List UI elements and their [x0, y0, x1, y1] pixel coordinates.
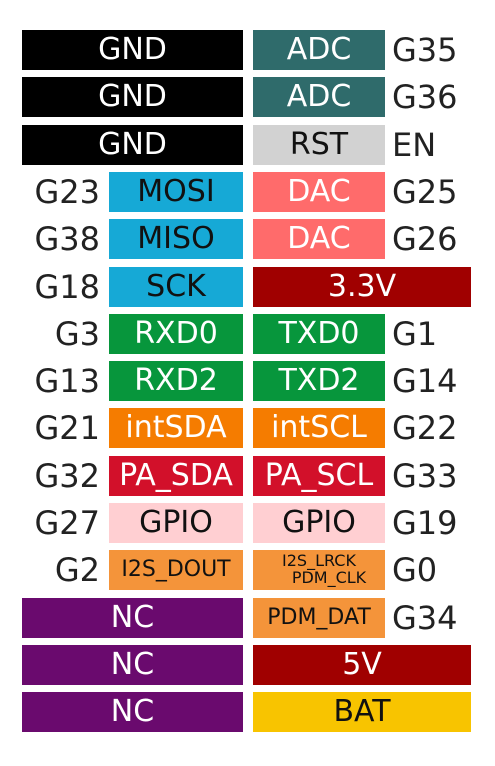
right-pin-label: EN — [392, 126, 437, 164]
left-pin-label: G23 — [34, 173, 100, 211]
left-pin-label: G13 — [34, 362, 100, 400]
right-pin-label: G22 — [392, 409, 458, 447]
left-function-box: GND — [22, 77, 243, 117]
left-function-box: PA_SDA — [109, 456, 243, 496]
right-pin-label: G19 — [392, 504, 458, 542]
right-function-box: GPIO — [253, 503, 385, 543]
left-pin-label: G2 — [54, 551, 100, 589]
left-pin-label: G18 — [34, 268, 100, 306]
pin-row: G32 PA_SDA PA_SCL G33 — [0, 456, 495, 496]
left-function-box: RXD2 — [109, 361, 243, 401]
right-pin-label: G25 — [392, 173, 458, 211]
right-function-box: RST — [253, 125, 385, 165]
right-pin-label: G34 — [392, 599, 458, 637]
pin-row: G3 RXD0 TXD0 G1 — [0, 314, 495, 354]
right-function-line: I2S_LRCK — [282, 551, 356, 571]
left-function-box: intSDA — [109, 408, 243, 448]
left-function-box: MISO — [109, 219, 243, 259]
left-pin-label: G21 — [34, 409, 100, 447]
left-function-box: NC — [22, 645, 243, 685]
left-pin-label: G3 — [54, 315, 100, 353]
right-pin-label: G14 — [392, 362, 458, 400]
right-function-box: 3.3V — [253, 267, 471, 307]
pin-row: NC 5V — [0, 645, 495, 685]
left-function-box: GND — [22, 125, 243, 165]
left-pin-label: G27 — [34, 504, 100, 542]
left-function-box: RXD0 — [109, 314, 243, 354]
left-function-box: NC — [22, 598, 243, 638]
right-function-box: DAC — [253, 219, 385, 259]
right-pin-label: G26 — [392, 220, 458, 258]
pin-row: G13 RXD2 TXD2 G14 — [0, 361, 495, 401]
right-pin-label: G0 — [392, 551, 438, 589]
right-function-box: I2S_LRCK PDM_CLK — [253, 550, 385, 590]
right-function-box: ADC — [253, 77, 385, 117]
right-function-box: intSCL — [253, 408, 385, 448]
left-function-box: MOSI — [109, 172, 243, 212]
right-function-box: DAC — [253, 172, 385, 212]
left-function-box: GND — [22, 30, 243, 70]
right-function-line: PDM_CLK — [291, 568, 367, 587]
pin-row: GND ADC G35 — [0, 30, 495, 70]
left-function-box: I2S_DOUT — [109, 550, 243, 590]
pin-row: G23 MOSI DAC G25 — [0, 172, 495, 212]
pin-row: G21 intSDA intSCL G22 — [0, 408, 495, 448]
pin-row: NC PDM_DAT G34 — [0, 598, 495, 638]
pin-row: G27 GPIO GPIO G19 — [0, 503, 495, 543]
pin-row: GND RST EN — [0, 125, 495, 165]
right-function-box: BAT — [253, 692, 471, 732]
left-function-box: GPIO — [109, 503, 243, 543]
left-pin-label: G32 — [34, 457, 100, 495]
right-function-box: ADC — [253, 30, 385, 70]
right-function-box: PA_SCL — [253, 456, 385, 496]
right-pin-label: G36 — [392, 78, 458, 116]
right-pin-label: G35 — [392, 31, 458, 69]
left-pin-label: G38 — [34, 220, 100, 258]
right-function-box: TXD2 — [253, 361, 385, 401]
right-function-box: 5V — [253, 645, 471, 685]
right-function-box: PDM_DAT — [253, 598, 385, 638]
pin-row: GND ADC G36 — [0, 77, 495, 117]
right-pin-label: G33 — [392, 457, 458, 495]
left-function-box: NC — [22, 692, 243, 732]
right-function-box: TXD0 — [253, 314, 385, 354]
left-function-box: SCK — [109, 267, 243, 307]
pin-row: G2 I2S_DOUT I2S_LRCK PDM_CLK G0 — [0, 550, 495, 590]
pin-row: G38 MISO DAC G26 — [0, 219, 495, 259]
right-pin-label: G1 — [392, 315, 438, 353]
pin-row: NC BAT — [0, 692, 495, 732]
pin-row: G18 SCK 3.3V — [0, 267, 495, 307]
